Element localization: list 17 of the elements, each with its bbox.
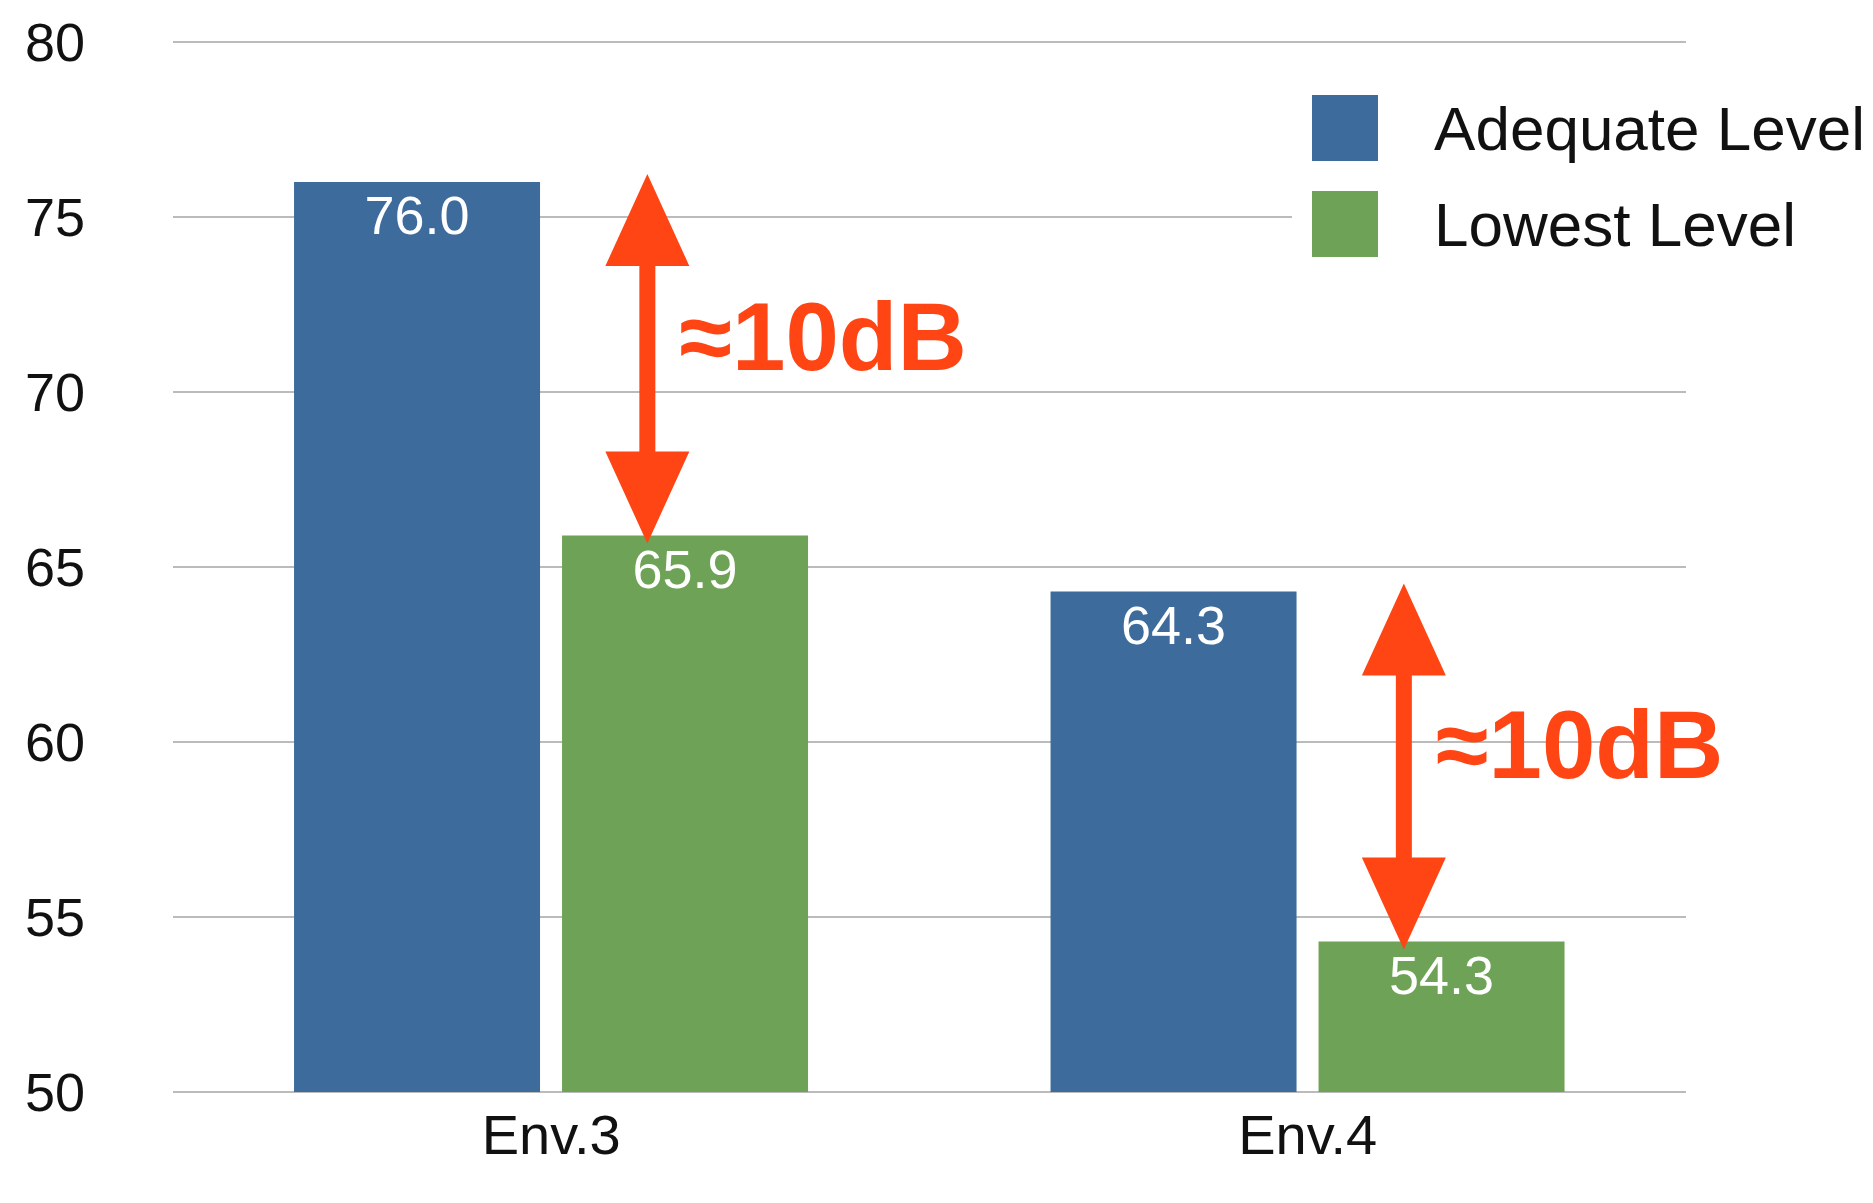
legend-label: Lowest Level xyxy=(1434,188,1796,260)
data-label: 54.3 xyxy=(1388,944,1495,1005)
y-tick-label: 75 xyxy=(25,187,86,248)
data-label: 76.0 xyxy=(364,185,470,246)
data-label: 64.3 xyxy=(1120,594,1227,655)
legend-label: Adequate Level xyxy=(1434,92,1865,164)
data-label: 65.9 xyxy=(632,538,738,599)
y-tick-label: 55 xyxy=(25,887,86,948)
y-tick-label: 70 xyxy=(25,362,86,423)
y-tick-label: 60 xyxy=(25,712,86,773)
annotation: ≈10dB xyxy=(1435,691,1724,798)
annotation: ≈10dB xyxy=(679,283,967,391)
y-tick-label: 50 xyxy=(25,1062,86,1123)
x-tick-label: Env.3 xyxy=(481,1102,621,1166)
y-tick-label: 80 xyxy=(25,12,86,73)
x-tick-label: Env.4 xyxy=(1238,1102,1378,1166)
y-tick-label: 65 xyxy=(25,537,86,598)
